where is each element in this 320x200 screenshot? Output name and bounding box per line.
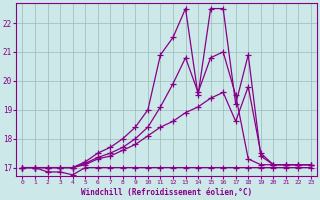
- X-axis label: Windchill (Refroidissement éolien,°C): Windchill (Refroidissement éolien,°C): [81, 188, 252, 197]
